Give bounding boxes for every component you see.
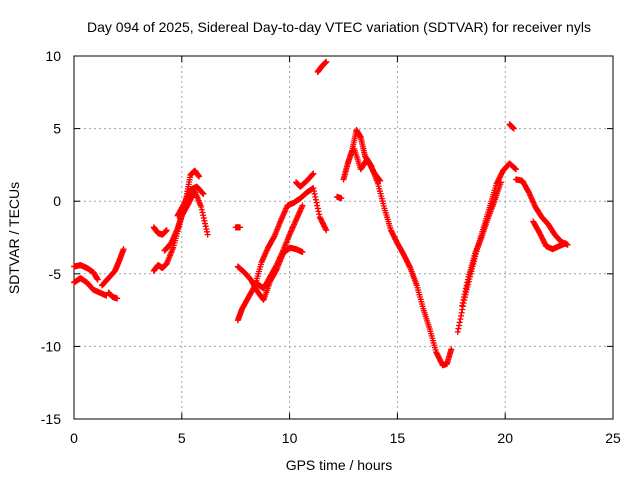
x-tick-label: 20: [497, 430, 513, 446]
data-point: [204, 231, 211, 238]
data-point: [94, 276, 101, 283]
y-tick-label: -5: [49, 266, 62, 282]
series-arc-18: [454, 160, 519, 335]
series-arc-12: [254, 202, 306, 292]
axis-tick-labels: 0 5 10 15 20 25 -15 -10 -5 0 5 10: [41, 48, 621, 446]
data-point: [512, 166, 519, 173]
y-axis-label: SDTVAR / TECUs: [6, 182, 22, 294]
series-arc-09: [232, 224, 244, 231]
series-arc-11: [234, 244, 306, 303]
data-points: [71, 58, 571, 369]
chart-title: Day 094 of 2025, Sidereal Day-to-day VTE…: [87, 19, 591, 35]
series-arc-06: [150, 167, 203, 274]
data-point: [448, 346, 455, 353]
data-point: [377, 177, 384, 184]
y-tick-label: -15: [41, 411, 61, 427]
data-point: [120, 246, 127, 253]
data-point: [310, 170, 317, 177]
series-arc-16: [340, 127, 455, 369]
data-point: [497, 179, 504, 186]
series-arc-15: [334, 193, 345, 202]
grid: [74, 56, 613, 419]
series-arc-13: [293, 170, 317, 190]
data-point: [237, 224, 244, 231]
data-point: [163, 227, 170, 234]
series-arc-05: [150, 224, 170, 238]
data-point: [299, 202, 306, 209]
data-point: [200, 190, 207, 197]
plot-frame: [73, 55, 614, 420]
x-tick-label: 0: [70, 430, 78, 446]
x-tick-label: 10: [282, 430, 298, 446]
axis-ticks: [73, 55, 614, 420]
y-tick-label: -10: [41, 338, 61, 354]
y-tick-label: 5: [53, 121, 61, 137]
x-tick-label: 15: [390, 430, 406, 446]
data-point: [338, 195, 345, 202]
data-point: [562, 240, 569, 247]
series-arc-20: [506, 121, 517, 132]
series-arc-01: [71, 262, 101, 283]
series-arc-10: [234, 185, 330, 324]
data-point: [114, 295, 121, 302]
data-point: [196, 173, 203, 180]
series-arc-19: [459, 179, 504, 309]
series-arc-14: [314, 58, 330, 75]
series-arc-04: [105, 289, 121, 302]
data-point: [323, 58, 330, 65]
series-arc-03: [99, 246, 127, 289]
x-tick-label: 5: [178, 430, 186, 446]
x-axis-label: GPS time / hours: [286, 457, 393, 473]
series-arc-22: [530, 218, 569, 253]
data-point: [323, 227, 330, 234]
series-arc-02: [71, 275, 110, 299]
data-point: [299, 249, 306, 256]
series-arc-17: [351, 145, 384, 184]
y-tick-label: 10: [45, 48, 61, 64]
data-point: [510, 125, 517, 132]
x-tick-label: 25: [605, 430, 621, 446]
series-arc-08: [174, 183, 207, 219]
y-tick-label: 0: [53, 193, 61, 209]
